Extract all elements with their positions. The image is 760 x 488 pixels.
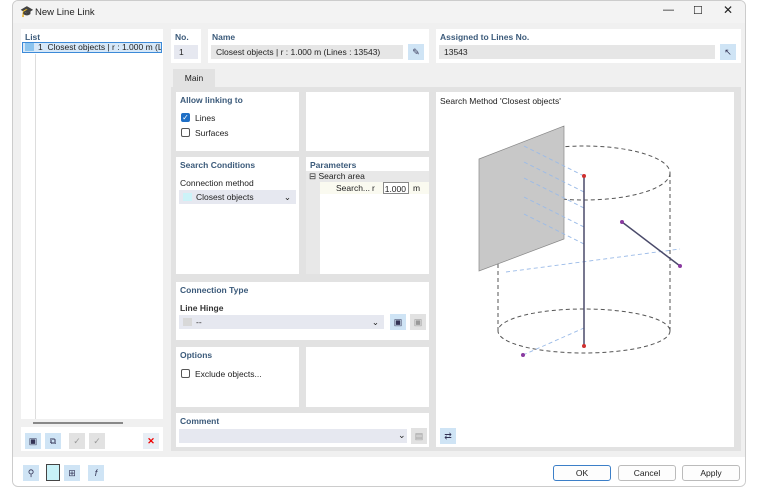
- parameters-header: Parameters: [310, 160, 357, 170]
- connection-method-value: Closest objects: [196, 192, 254, 202]
- line-hinge-value: --: [196, 317, 202, 327]
- connection-type-panel: Connection Type Line Hinge -- ⌄ ▣ ▣: [176, 282, 429, 340]
- graphic-title: Search Method 'Closest objects': [440, 96, 561, 106]
- chevron-down-icon: ⌄: [398, 430, 406, 440]
- line-endpoint: [582, 174, 586, 178]
- edit-hinge-icon[interactable]: ▣: [410, 314, 426, 330]
- title-bar: 🎓 New Line Link — ☐ ✕: [13, 1, 745, 23]
- model-info-icon[interactable]: ⊞: [64, 465, 80, 481]
- allow-linking-header: Allow linking to: [180, 95, 243, 105]
- tree-gutter: [306, 171, 320, 274]
- search-ray: [522, 327, 585, 356]
- edit-name-icon[interactable]: ✎: [408, 44, 424, 60]
- close-button[interactable]: ✕: [723, 3, 734, 17]
- app-icon: 🎓: [20, 6, 34, 18]
- param-group-label: Search area: [318, 171, 365, 181]
- horizontal-scrollbar[interactable]: [21, 419, 163, 427]
- search-conditions-panel: Search Conditions Connection method Clos…: [176, 157, 299, 274]
- new-item-icon[interactable]: ▣: [25, 433, 41, 449]
- formula-icon[interactable]: f: [88, 465, 104, 481]
- item-no: 1: [38, 42, 43, 52]
- assigned-lines-field[interactable]: 13543: [439, 45, 715, 59]
- other-line-point: [620, 220, 624, 224]
- allow-linking-panel: Allow linking to ✓ Lines Surfaces: [176, 92, 299, 151]
- ok-button[interactable]: OK: [553, 465, 611, 481]
- list-item[interactable]: 1 Closest objects | r : 1.000 m (Lines :…: [22, 42, 162, 53]
- line-hinge-select[interactable]: -- ⌄: [179, 315, 384, 329]
- color-swatch: [25, 43, 34, 51]
- color-swatch: [183, 318, 192, 326]
- surface-plane: [478, 125, 565, 272]
- comment-panel: Comment ⌄ ▤: [176, 413, 429, 447]
- line-endpoint: [582, 344, 586, 348]
- no-panel: No. 1: [171, 29, 201, 63]
- search-conditions-header: Search Conditions: [180, 160, 256, 170]
- connection-method-select[interactable]: Closest objects ⌄: [179, 190, 296, 204]
- lines-label: Lines: [195, 113, 216, 123]
- chevron-down-icon: ⌄: [371, 317, 379, 327]
- list-panel: List 1 Closest objects | r : 1.000 m (Li…: [21, 29, 163, 451]
- list-header: List: [25, 32, 41, 42]
- param-symbol: r: [372, 183, 375, 193]
- param-row: Search... r 1.000 m: [320, 182, 429, 194]
- comment-header: Comment: [180, 416, 220, 426]
- delete-icon[interactable]: ✕: [143, 433, 159, 449]
- surfaces-label: Surfaces: [195, 128, 229, 138]
- uncheck-icon[interactable]: ✓: [89, 433, 105, 449]
- chevron-down-icon: ⌄: [283, 192, 291, 202]
- lines-checkbox[interactable]: ✓: [181, 113, 190, 122]
- no-field[interactable]: 1: [174, 45, 198, 59]
- display-toggle-icon[interactable]: [46, 464, 60, 481]
- name-panel: Name Closest objects | r : 1.000 m (Line…: [208, 29, 429, 63]
- no-label: No.: [175, 32, 189, 42]
- tree-line: [35, 54, 36, 424]
- comment-library-icon[interactable]: ▤: [411, 428, 427, 444]
- color-swatch: [183, 193, 192, 201]
- name-field[interactable]: Closest objects | r : 1.000 m (Lines : 1…: [211, 45, 403, 59]
- parameters-panel: Parameters ⊟ Search area Search... r 1.0…: [306, 157, 429, 274]
- cancel-button[interactable]: Cancel: [618, 465, 676, 481]
- bottom-bar: ⚲ ⊞ f OK Cancel Apply: [13, 457, 745, 486]
- exclude-objects-checkbox[interactable]: [181, 369, 190, 378]
- maximize-button[interactable]: ☐: [693, 5, 703, 17]
- window-title: New Line Link: [35, 7, 95, 18]
- surfaces-checkbox[interactable]: [181, 128, 190, 137]
- minimize-button[interactable]: —: [663, 4, 674, 16]
- apply-button[interactable]: Apply: [682, 465, 740, 481]
- select-lines-icon[interactable]: ↖: [720, 44, 736, 60]
- options-header: Options: [180, 350, 213, 360]
- exclude-objects-label: Exclude objects...: [195, 369, 262, 379]
- copy-item-icon[interactable]: ⧉: [45, 433, 61, 449]
- name-label: Name: [212, 32, 236, 42]
- assigned-panel: Assigned to Lines No. 13543 ↖: [436, 29, 741, 63]
- param-unit: m: [413, 183, 421, 193]
- other-line: [621, 221, 681, 267]
- param-group-row[interactable]: ⊟ Search area: [306, 171, 429, 182]
- line-hinge-label: Line Hinge: [180, 303, 224, 313]
- assigned-label: Assigned to Lines No.: [440, 32, 530, 42]
- connection-method-label: Connection method: [180, 178, 254, 188]
- empty-panel: [306, 92, 429, 151]
- help-icon[interactable]: ⚲: [23, 465, 39, 481]
- search-radius-input[interactable]: 1.000: [383, 182, 409, 194]
- other-line-point: [678, 264, 682, 268]
- view-options-icon[interactable]: ⇄: [440, 428, 456, 444]
- tab-main[interactable]: Main: [173, 69, 215, 88]
- empty-panel: [306, 347, 429, 407]
- search-ray: [505, 248, 681, 273]
- collapse-icon[interactable]: ⊟: [309, 171, 317, 181]
- dialog-window: 🎓 New Line Link — ☐ ✕ List 1 Closest obj…: [12, 0, 746, 487]
- options-panel: Options Exclude objects...: [176, 347, 299, 407]
- item-label: Closest objects | r : 1.000 m (Lines : 1…: [47, 42, 161, 52]
- search-method-illustration: [478, 125, 682, 357]
- connection-type-header: Connection Type: [180, 285, 249, 295]
- param-name: Search...: [336, 183, 371, 193]
- other-point: [521, 353, 525, 357]
- check-all-icon[interactable]: ✓: [69, 433, 85, 449]
- comment-input[interactable]: [179, 429, 407, 443]
- graphic-panel: Search Method 'Closest objects' ⇄: [436, 92, 734, 447]
- new-hinge-icon[interactable]: ▣: [390, 314, 406, 330]
